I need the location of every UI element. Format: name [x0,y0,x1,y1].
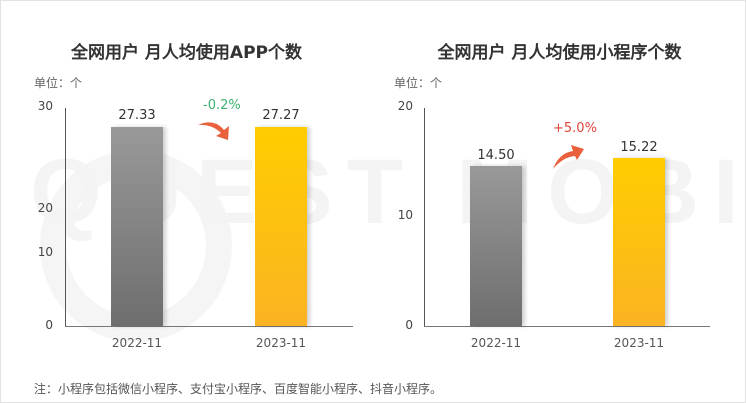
chart-miniprogram-count: 全网用户 月人均使用小程序个数 单位：个 20 10 0 14.50 15.22… [373,0,746,370]
y-tick: 10 [397,208,413,222]
x-label: 2022-11 [111,336,163,350]
value-label: 15.22 [620,140,658,155]
chart-title: 全网用户 月人均使用小程序个数 [437,43,682,63]
y-tick: 0 [405,318,413,332]
x-axis [424,326,710,327]
x-label: 2022-11 [470,336,522,350]
arrow-down-right-icon [198,122,229,140]
y-axis [424,108,425,326]
y-tick: 0 [45,318,53,332]
x-label: 2023-11 [255,336,307,350]
value-label: 27.33 [118,108,156,123]
x-axis [65,326,353,327]
bar-2023-11 [613,158,665,326]
chart-title: 全网用户 月人均使用APP个数 [71,43,302,63]
bar-2022-11 [111,127,163,326]
footnote: 注：小程序包括微信小程序、支付宝小程序、百度智能小程序、抖音小程序。 [34,382,443,396]
unit-label: 单位：个 [394,76,443,90]
arrow-up-right-icon [553,145,584,169]
chart-app-count: 全网用户 月人均使用APP个数 单位：个 30 20 10 0 27.33 27… [0,0,373,370]
bar-2023-11 [255,127,307,326]
y-tick: 30 [37,99,53,113]
x-label: 2023-11 [613,336,665,350]
change-label: +5.0% [553,121,597,136]
change-label: -0.2% [203,98,241,113]
y-tick: 20 [397,99,413,113]
value-label: 14.50 [477,148,515,163]
y-tick: 10 [37,245,53,259]
value-label: 27.27 [262,108,300,123]
unit-label: 单位：个 [34,76,83,90]
y-tick: 20 [37,201,53,215]
bar-2022-11 [470,166,522,326]
y-axis [65,108,66,326]
